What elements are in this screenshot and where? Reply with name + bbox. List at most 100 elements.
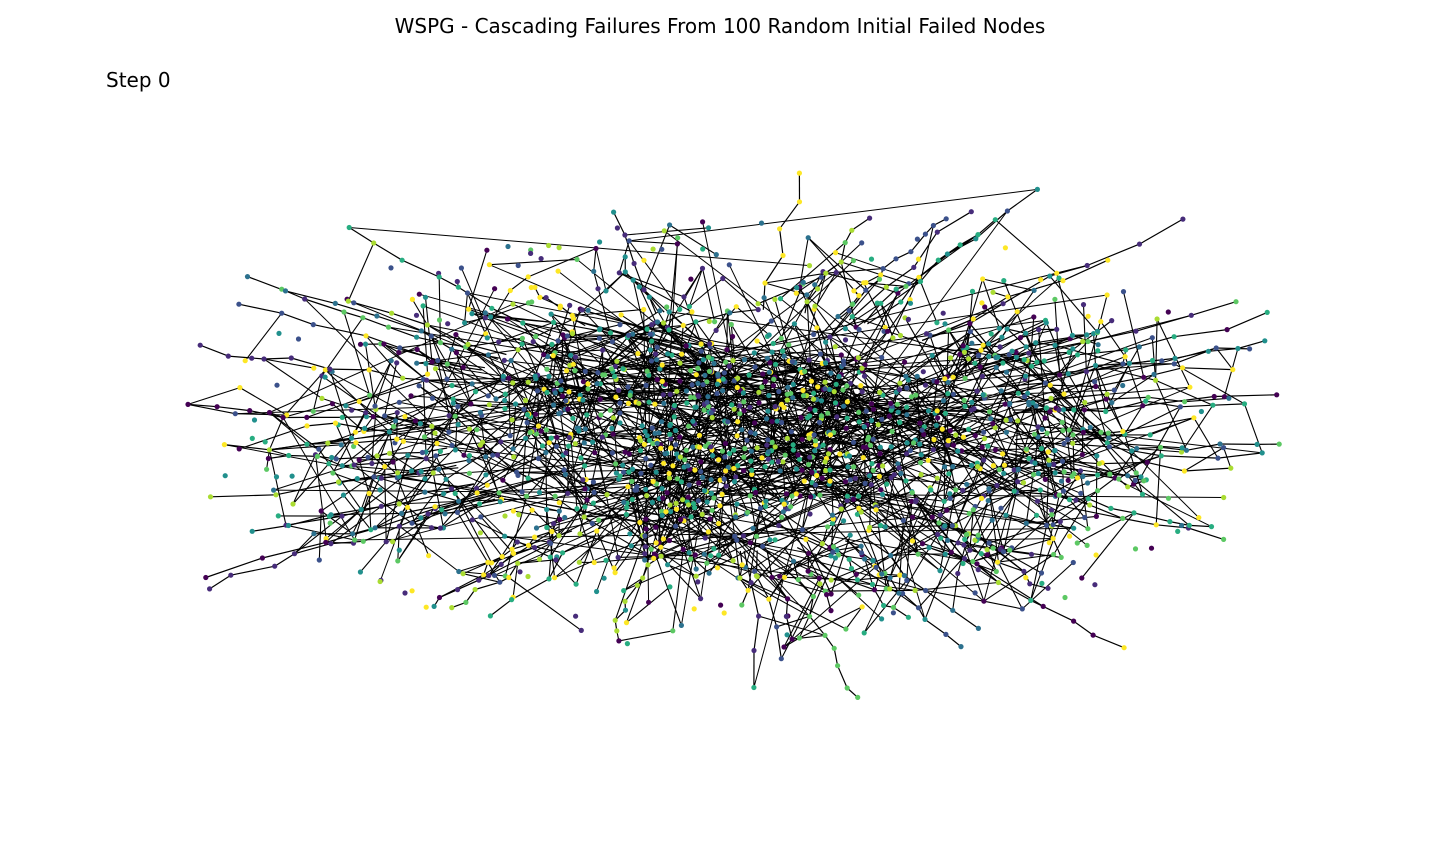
graph-node <box>560 550 566 556</box>
graph-node <box>882 524 888 530</box>
graph-edge <box>596 530 616 573</box>
graph-edge <box>869 526 905 576</box>
graph-node <box>546 373 552 379</box>
graph-edge <box>338 472 398 483</box>
graph-node <box>461 452 467 458</box>
graph-node <box>929 352 935 359</box>
graph-node <box>720 376 726 382</box>
graph-edge <box>522 322 545 355</box>
graph-node <box>985 443 991 449</box>
graph-node <box>282 288 289 294</box>
graph-node <box>972 537 978 543</box>
graph-node <box>525 379 531 385</box>
graph-node <box>517 569 523 575</box>
graph-node <box>986 341 992 347</box>
graph-node <box>1095 348 1101 354</box>
graph-edge <box>239 425 308 450</box>
graph-node <box>626 469 632 475</box>
graph-node <box>825 524 831 530</box>
graph-node <box>1125 473 1131 479</box>
graph-node <box>437 448 443 454</box>
graph-node <box>242 358 248 364</box>
graph-edge <box>595 248 607 292</box>
graph-node <box>690 444 696 450</box>
graph-node <box>390 539 396 545</box>
graph-node <box>1141 478 1147 484</box>
graph-edge <box>527 247 597 278</box>
graph-node <box>1071 525 1077 531</box>
graph-edge <box>927 459 957 491</box>
graph-node <box>683 388 690 394</box>
graph-node <box>1221 494 1227 501</box>
graph-edge <box>855 281 921 328</box>
graph-node <box>734 501 740 507</box>
graph-edge <box>885 266 915 288</box>
graph-node <box>981 429 987 435</box>
graph-edge <box>335 302 378 317</box>
graph-node <box>613 461 619 467</box>
graph-node <box>893 256 899 262</box>
graph-node <box>753 489 759 496</box>
graph-node <box>701 407 707 413</box>
graph-edge <box>332 412 367 474</box>
graph-edge <box>285 290 336 304</box>
graph-edge <box>1169 521 1190 526</box>
graph-node <box>482 310 488 316</box>
graph-node <box>1125 484 1131 490</box>
graph-edge <box>397 513 429 562</box>
graph-node <box>917 278 924 285</box>
graph-edge <box>963 544 985 602</box>
graph-node <box>950 391 957 397</box>
graph-node <box>318 508 324 514</box>
graph-node <box>501 357 507 363</box>
graph-node <box>645 562 651 568</box>
graph-node <box>414 360 420 366</box>
graph-node <box>395 558 401 564</box>
graph-node <box>920 541 926 547</box>
graph-node <box>781 353 787 359</box>
graph-node <box>832 555 839 561</box>
graph-edge <box>363 420 396 432</box>
graph-node <box>487 613 493 619</box>
graph-node <box>532 534 538 540</box>
graph-node <box>591 268 597 274</box>
graph-node <box>879 416 885 422</box>
graph-node <box>800 387 806 393</box>
graph-node <box>1217 441 1223 447</box>
graph-node <box>599 434 605 440</box>
graph-edge <box>388 326 417 338</box>
graph-node <box>1085 480 1091 486</box>
graph-node <box>971 406 977 412</box>
graph-node <box>617 473 623 479</box>
graph-node <box>1061 440 1067 447</box>
graph-node <box>1007 400 1013 407</box>
graph-edge <box>1086 243 1140 267</box>
graph-node <box>1187 384 1193 390</box>
graph-edge <box>1125 336 1175 351</box>
graph-node <box>1153 377 1159 383</box>
graph-node <box>698 469 704 475</box>
graph-node <box>670 628 676 634</box>
graph-node <box>596 335 603 341</box>
graph-node <box>1109 318 1115 324</box>
graph-node <box>914 373 920 379</box>
graph-edge <box>882 258 897 270</box>
graph-edge <box>881 277 920 358</box>
graph-node <box>966 426 972 432</box>
graph-node <box>1025 390 1031 396</box>
graph-node <box>482 315 488 321</box>
graph-node <box>637 447 644 454</box>
graph-node <box>686 303 693 310</box>
graph-edge <box>1037 500 1123 519</box>
graph-node <box>934 379 940 385</box>
graph-node <box>339 513 345 519</box>
graph-node <box>876 473 883 479</box>
graph-node <box>539 443 546 449</box>
graph-node <box>473 485 480 491</box>
graph-edge <box>513 510 560 520</box>
graph-node <box>326 461 332 467</box>
graph-node <box>363 414 370 420</box>
graph-edge <box>824 635 835 649</box>
graph-node <box>1120 428 1126 434</box>
graph-node <box>741 408 747 414</box>
